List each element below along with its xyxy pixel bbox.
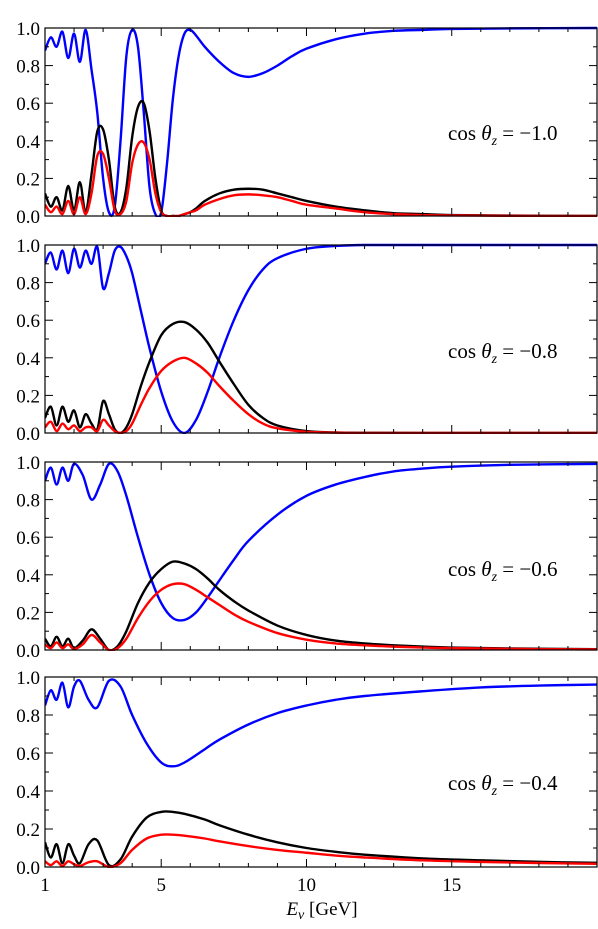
y-tick-label: 0.4 <box>16 782 40 803</box>
annotation-cos: cos <box>448 121 481 145</box>
annotation-theta: θ <box>481 557 491 581</box>
annotation-cos: cos <box>448 771 481 795</box>
annotation-value: = −1.0 <box>497 121 557 145</box>
annotation-cos: cos <box>448 339 481 363</box>
annotation-subscript: z <box>491 134 498 149</box>
y-tick-label: 0.2 <box>16 820 40 841</box>
panel-annotation: cos θz = −0.4 <box>448 771 558 799</box>
y-tick-label: 1.0 <box>16 668 40 689</box>
x-tick-label: 10 <box>297 875 316 896</box>
y-tick-label: 0.0 <box>16 207 40 228</box>
x-tick-label: 15 <box>442 875 461 896</box>
y-tick-label: 0.6 <box>16 744 40 765</box>
annotation-theta: θ <box>481 771 491 795</box>
y-tick-label: 0.8 <box>16 57 40 78</box>
y-tick-label: 0.0 <box>16 858 40 879</box>
y-tick-label: 0.8 <box>16 706 40 727</box>
x-axis: 1 5 10 15 <box>40 875 461 896</box>
series-line-1 <box>45 243 597 434</box>
panel-annotation: cos θz = −1.0 <box>448 121 557 149</box>
y-tick-label: 1.0 <box>16 453 40 474</box>
annotation-value: = −0.4 <box>497 771 558 795</box>
panel-annotation: cos θz = −0.8 <box>448 339 557 367</box>
series-line-3 <box>45 582 597 651</box>
annotation-value: = −0.8 <box>497 339 557 363</box>
x-axis-label: Eν [GeV] <box>285 899 357 923</box>
y-tick-label: 0.6 <box>16 311 40 332</box>
y-tick-label: 0.4 <box>16 349 40 370</box>
series-line-3 <box>45 356 597 434</box>
y-tick-label: 0.8 <box>16 274 40 295</box>
y-tick-label: 0.8 <box>16 491 40 512</box>
series-line-3 <box>45 833 597 868</box>
y-tick-label: 0.6 <box>16 94 40 115</box>
annotation-subscript: z <box>491 570 498 585</box>
annotation-subscript: z <box>491 352 498 367</box>
annotation-theta: θ <box>481 339 491 363</box>
x-tick-label: 1 <box>40 875 50 896</box>
y-tick-label: 0.0 <box>16 641 40 662</box>
panel-1: 0.0 0.2 0.4 0.6 0.8 1.0 cos θz = −1.0 <box>16 19 598 228</box>
y-tick-label: 0.4 <box>16 566 40 587</box>
y-tick-label: 0.2 <box>16 169 40 190</box>
panel-curves <box>45 678 597 868</box>
panel-2: 0.0 0.2 0.4 0.6 0.8 1.0 cos θz = −0.8 <box>16 236 598 445</box>
panel-annotation: cos θz = −0.6 <box>448 557 557 585</box>
y-tick-label: 1.0 <box>16 236 40 257</box>
y-tick-label: 0.0 <box>16 424 40 445</box>
y-tick-label: 0.6 <box>16 528 40 549</box>
y-tick-label: 1.0 <box>16 19 40 40</box>
annotation-subscript: z <box>491 784 498 799</box>
x-tick-label: 5 <box>156 875 166 896</box>
series-line-2 <box>45 810 597 868</box>
series-line-1 <box>45 26 597 217</box>
panel-3: 0.0 0.2 0.4 0.6 0.8 1.0 cos θz = −0.6 <box>16 453 598 662</box>
panel-4: 0.0 0.2 0.4 0.6 0.8 1.0 cos θz = −0.4 <box>16 668 598 879</box>
series-line-1 <box>45 678 597 768</box>
series-line-1 <box>45 462 597 622</box>
y-tick-label: 0.4 <box>16 132 40 153</box>
y-tick-label: 0.2 <box>16 603 40 624</box>
annotation-value: = −0.6 <box>497 557 557 581</box>
panel-curves <box>45 243 597 434</box>
y-tick-label: 0.2 <box>16 386 40 407</box>
annotation-theta: θ <box>481 121 491 145</box>
annotation-cos: cos <box>448 557 481 581</box>
